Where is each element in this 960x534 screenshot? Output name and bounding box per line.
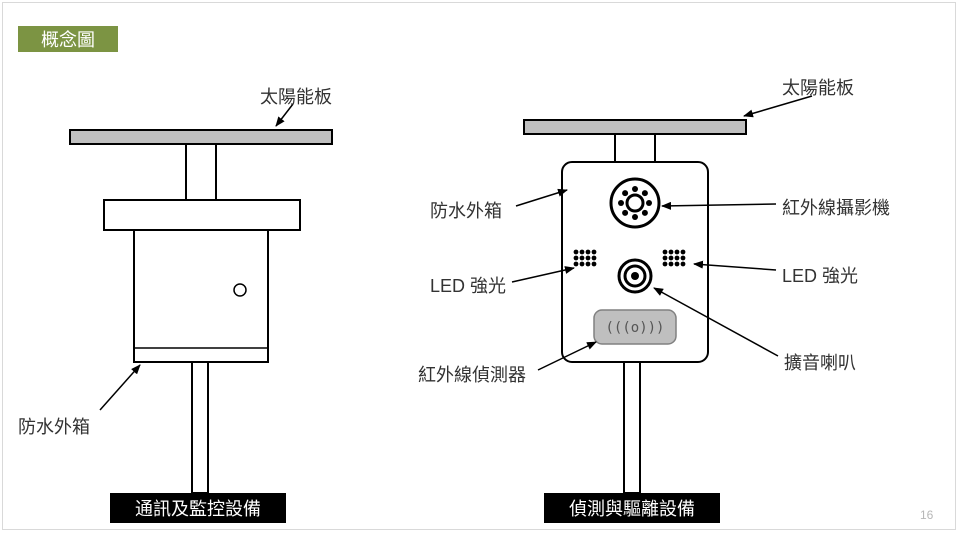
label-right-led-right: LED 強光: [782, 262, 858, 288]
label-right-ir-camera: 紅外線攝影機: [782, 194, 890, 220]
page-number: 16: [920, 508, 933, 522]
svg-text:(((o))): (((o))): [605, 320, 664, 336]
label-left-waterproof-box: 防水外箱: [18, 413, 90, 439]
label-right-ir-detector: 紅外線偵測器: [418, 361, 526, 387]
label-right-led-left: LED 強光: [430, 272, 506, 298]
caption-left-device: 通訊及監控設備: [110, 493, 286, 523]
label-left-solar-panel: 太陽能板: [260, 83, 332, 109]
label-right-solar-panel: 太陽能板: [782, 74, 854, 100]
label-right-waterproof-box: 防水外箱: [430, 197, 502, 223]
label-right-speaker: 擴音喇叭: [784, 349, 856, 375]
caption-right-device: 偵測與驅離設備: [544, 493, 720, 523]
caption-left-text: 通訊及監控設備: [135, 495, 261, 521]
caption-right-text: 偵測與驅離設備: [569, 495, 695, 521]
